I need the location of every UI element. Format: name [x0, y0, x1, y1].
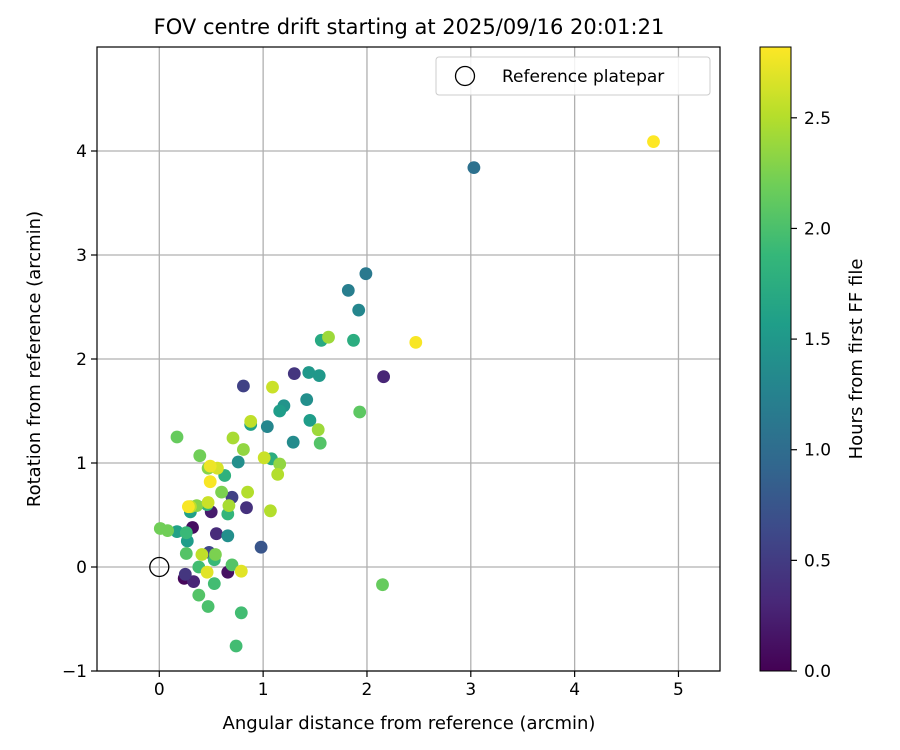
legend-entry-label: Reference platepar: [502, 67, 664, 87]
colorbar-tick-label: 2.0: [804, 219, 831, 239]
colorbar-tick-label: 1.5: [804, 330, 831, 350]
y-tick-label: 3: [76, 246, 87, 266]
data-point: [170, 430, 184, 444]
data-point: [229, 639, 243, 653]
data-point: [203, 475, 217, 489]
data-point: [221, 529, 235, 543]
y-ticks: −1 0 1 2 3 4: [62, 142, 97, 682]
x-ticks: 0 1 2 3 4 5: [154, 671, 684, 700]
reference-layer: [149, 556, 170, 578]
data-point: [311, 423, 325, 437]
data-point: [210, 527, 223, 541]
chart-title: FOV centre drift starting at 2025/09/16 …: [154, 15, 665, 39]
y-tick-label: 4: [76, 142, 87, 162]
data-point: [222, 499, 236, 512]
data-point: [302, 366, 316, 379]
data-point: [200, 565, 214, 579]
data-point: [286, 435, 300, 449]
data-point: [352, 303, 366, 317]
legend: Reference platepar: [435, 56, 711, 96]
y-tick-label: −1: [62, 662, 87, 682]
data-point: [300, 393, 314, 406]
data-point: [467, 161, 481, 175]
data-point: [234, 564, 248, 578]
data-point: [201, 496, 215, 509]
data-point: [201, 600, 215, 613]
x-tick-label: 3: [465, 680, 476, 700]
data-point: [234, 606, 248, 620]
colorbar-tick-label: 0.0: [804, 662, 831, 682]
legend-box: [435, 56, 711, 96]
x-tick-label: 0: [154, 680, 165, 700]
data-point: [187, 575, 201, 588]
data-point: [161, 524, 175, 537]
data-point: [303, 414, 317, 427]
y-tick-label: 2: [76, 350, 87, 370]
data-point: [209, 548, 222, 561]
data-point: [287, 367, 301, 380]
data-point: [647, 135, 660, 149]
colorbar-tick-label: 1.0: [804, 441, 831, 461]
colorbar: 0.0 0.5 1.0 1.5 2.0 2.5 Hours from first FF f…: [759, 46, 867, 682]
data-point: [241, 485, 255, 499]
colorbar-tick-label: 2.5: [804, 109, 831, 129]
y-tick-label: 0: [76, 558, 87, 578]
data-point: [237, 379, 250, 393]
data-point: [254, 540, 268, 554]
data-point: [237, 443, 250, 456]
data-point: [312, 369, 326, 382]
data-point: [231, 455, 245, 469]
data-point: [266, 380, 279, 394]
data-point: [353, 405, 367, 419]
x-tick-label: 4: [569, 680, 580, 700]
legend-marker: [454, 65, 476, 87]
colorbar-label: Hours from first FF file: [846, 259, 867, 460]
colorbar-ticks: 0.0 0.5 1.0 1.5 2.0 2.5: [791, 109, 831, 682]
data-point: [225, 558, 239, 572]
data-point: [271, 468, 285, 481]
data-point: [409, 336, 423, 349]
data-point: [193, 449, 207, 463]
data-point: [376, 578, 389, 592]
data-point: [273, 404, 287, 418]
reference-marker: [149, 556, 170, 578]
data-point: [244, 415, 258, 428]
points-layer: [153, 135, 660, 653]
data-point: [273, 457, 287, 471]
y-tick-label: 1: [76, 454, 87, 474]
grid-lines: [97, 47, 720, 672]
data-point: [359, 267, 373, 281]
colorbar-tick-label: 0.5: [804, 551, 831, 571]
colorbar-gradient: [759, 46, 792, 672]
data-point: [264, 504, 277, 518]
data-point: [170, 525, 184, 538]
y-axis-label: Rotation from reference (arcmin): [24, 211, 45, 507]
data-point: [377, 370, 390, 384]
data-point: [313, 436, 327, 450]
data-point: [203, 459, 217, 473]
x-tick-label: 2: [362, 680, 373, 700]
data-point: [260, 420, 274, 433]
data-point: [215, 485, 229, 499]
data-point: [178, 567, 192, 581]
data-point: [179, 547, 193, 560]
data-point: [226, 431, 240, 445]
x-tick-label: 5: [673, 680, 684, 700]
data-point: [322, 330, 335, 344]
x-tick-label: 1: [258, 680, 269, 700]
data-point: [179, 526, 193, 540]
data-point: [257, 451, 271, 465]
data-point: [347, 333, 360, 347]
x-axis-label: Angular distance from reference (arcmin): [223, 713, 596, 734]
data-point: [192, 588, 206, 602]
data-point: [207, 577, 221, 590]
data-point: [182, 500, 195, 514]
data-point: [341, 284, 355, 297]
data-point: [240, 501, 253, 515]
data-point: [195, 548, 209, 561]
